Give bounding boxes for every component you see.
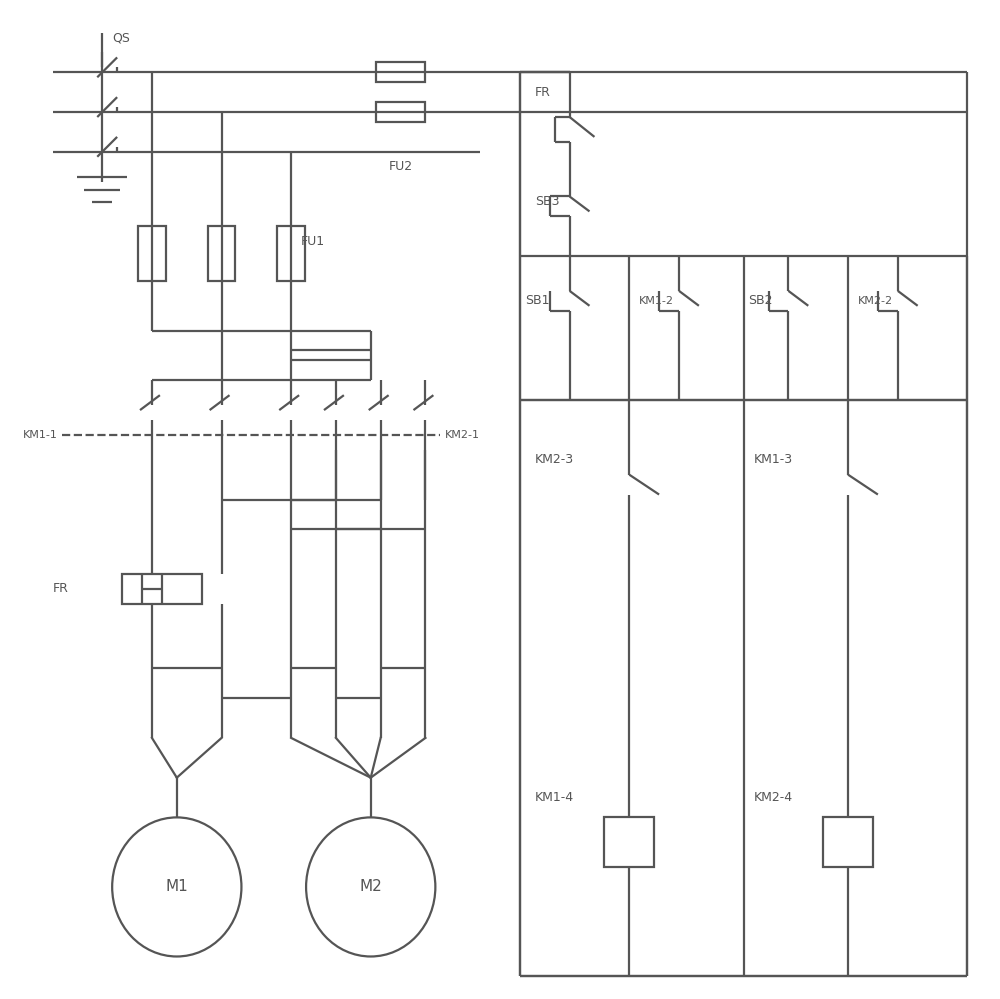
- Text: KM2-2: KM2-2: [858, 296, 893, 306]
- Text: KM1-4: KM1-4: [535, 791, 574, 804]
- Text: M1: M1: [165, 879, 188, 894]
- Bar: [376, 62, 425, 82]
- Bar: [208, 227, 235, 281]
- Ellipse shape: [112, 817, 241, 956]
- Text: M2: M2: [359, 879, 382, 894]
- Text: KM2-4: KM2-4: [754, 791, 793, 804]
- Text: FU1: FU1: [301, 235, 325, 248]
- Bar: [376, 102, 425, 122]
- Text: FU2: FU2: [388, 160, 413, 173]
- Text: FR: FR: [52, 582, 68, 595]
- Text: QS: QS: [112, 31, 130, 44]
- Text: KM1-1: KM1-1: [23, 430, 58, 440]
- Bar: [604, 817, 654, 867]
- Text: FR: FR: [535, 86, 551, 99]
- Bar: [277, 227, 305, 281]
- Text: SB1: SB1: [525, 295, 549, 308]
- Bar: [823, 817, 873, 867]
- Ellipse shape: [306, 817, 435, 956]
- Text: KM1-3: KM1-3: [754, 454, 793, 467]
- Text: SB2: SB2: [749, 295, 773, 308]
- Text: KM1-2: KM1-2: [639, 296, 674, 306]
- Text: SB3: SB3: [535, 195, 559, 208]
- Bar: [138, 227, 166, 281]
- Text: KM2-3: KM2-3: [535, 454, 574, 467]
- Bar: [122, 574, 202, 603]
- Text: KM2-1: KM2-1: [445, 430, 480, 440]
